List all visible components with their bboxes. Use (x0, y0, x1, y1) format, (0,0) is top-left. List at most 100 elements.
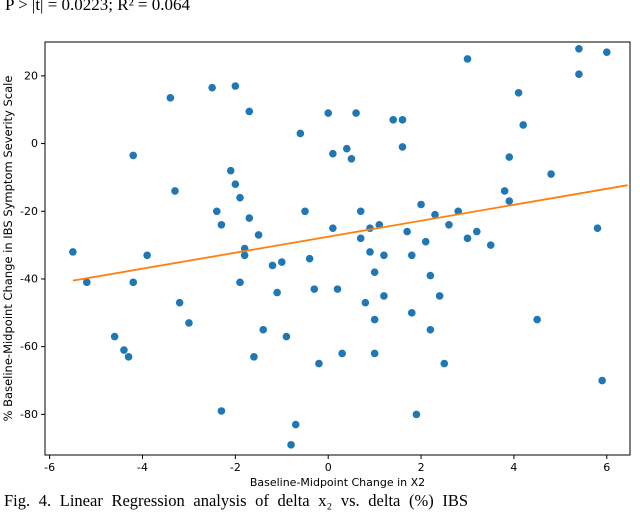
scatter-point (598, 376, 606, 385)
scatter-point (426, 325, 435, 334)
scatter-point (338, 349, 346, 358)
scatter-point (486, 241, 495, 249)
scatter-point (445, 221, 453, 229)
scatter-point (166, 94, 175, 102)
scatter-point (505, 153, 514, 161)
scatter-point (282, 332, 291, 341)
scatter-point (143, 251, 151, 260)
scatter-point (533, 315, 541, 324)
scatter-point (231, 82, 240, 90)
scatter-point (129, 151, 138, 160)
x-tick-label: -4 (137, 461, 148, 474)
scatter-point (171, 187, 179, 195)
scatter-point (412, 410, 421, 419)
scatter-point (296, 129, 305, 138)
scatter-point (463, 234, 472, 243)
scatter-point (240, 251, 249, 260)
x-tick-label: 2 (418, 461, 425, 474)
scatter-point (463, 55, 472, 63)
scatter-point (440, 359, 449, 368)
scatter-point (277, 258, 286, 266)
scatter-point (217, 221, 226, 229)
scatter-point (217, 407, 226, 415)
scatter-point (356, 207, 365, 216)
scatter-point (208, 83, 216, 92)
scatter-point (505, 197, 514, 205)
scatter-point (421, 237, 430, 246)
scatter-point (287, 441, 295, 449)
x-axis-label: Baseline-Midpoint Change in X2 (250, 476, 425, 488)
scatter-point (231, 180, 240, 188)
scatter-point (403, 227, 411, 236)
y-tick-label: -40 (20, 272, 38, 285)
scatter-point (310, 285, 319, 293)
y-tick-label: -60 (20, 340, 38, 353)
scatter-point (333, 285, 342, 293)
scatter-point (547, 170, 555, 178)
scatter-point (407, 309, 416, 317)
scatter-point (435, 292, 444, 300)
scatter-point (389, 116, 398, 124)
scatter-point (380, 292, 388, 300)
y-tick-label: -80 (20, 408, 38, 421)
stats-line: P > |t| = 0.0223; R² = 0.064 (5, 0, 191, 14)
scatter-point (329, 149, 337, 158)
scatter-point (110, 332, 119, 341)
scatter-point (69, 248, 77, 256)
scatter-plot: -6 -4 -2 0 2 4 6200-20-40-60-80Baseline-Midpoi… (1, 41, 631, 489)
figure-4: -6 -4 -2 0 2 4 6 20 0 -20 -40 -60 -80 Baseline-Midpoi… (0, 26, 640, 492)
scatter-point (226, 166, 235, 175)
y-tick-label: -20 (20, 205, 38, 218)
y-tick-label: 0 (31, 137, 38, 150)
scatter-point (575, 44, 583, 53)
scatter-point (361, 298, 370, 307)
scatter-point (514, 88, 523, 97)
scatter-point (129, 278, 138, 287)
scatter-point (398, 116, 407, 124)
scatter-point (273, 288, 281, 297)
scatter-point (370, 349, 379, 358)
scatter-point (245, 214, 254, 222)
scatter-point (593, 224, 602, 232)
scatter-point (329, 224, 337, 232)
scatter-point (236, 193, 244, 202)
scatter-point (268, 261, 277, 270)
scatter-point (254, 231, 263, 239)
scatter-point (417, 200, 425, 209)
x-tick-label: 6 (603, 461, 610, 474)
scatter-point (250, 353, 258, 361)
scatter-point (602, 48, 611, 56)
scatter-point (407, 251, 416, 260)
scatter-point (519, 121, 528, 129)
scatter-point (398, 143, 407, 151)
scatter-point (175, 298, 184, 307)
scatter-point (356, 234, 365, 243)
scatter-point (245, 107, 254, 116)
scatter-point (124, 353, 133, 361)
scatter-point (305, 254, 314, 263)
axes-frame (44, 41, 631, 456)
scatter-point (352, 109, 360, 117)
scatter-point (185, 319, 193, 327)
x-tick-label: 0 (325, 461, 332, 474)
scatter-point (370, 315, 379, 324)
regression-line (72, 184, 628, 282)
scatter-point (315, 359, 323, 368)
scatter-point (291, 420, 300, 429)
x-tick-label: -2 (230, 461, 241, 474)
scatter-point (236, 278, 244, 287)
scatter-point (370, 268, 379, 276)
scatter-point (212, 207, 221, 216)
scatter-point (366, 248, 374, 256)
x-tick-label: 4 (510, 461, 517, 474)
y-axis-label: % Baseline-Midpoint Change in IBS Sympto… (1, 76, 15, 422)
scatter-point (259, 325, 268, 334)
scatter-point (575, 70, 583, 78)
scatter-point (380, 251, 388, 260)
scatter-point (500, 187, 509, 195)
scatter-point (82, 278, 91, 287)
scatter-point (347, 154, 356, 163)
scatter-point (342, 144, 351, 153)
x-tick-label: -6 (44, 461, 55, 474)
scatter-point (120, 346, 128, 354)
